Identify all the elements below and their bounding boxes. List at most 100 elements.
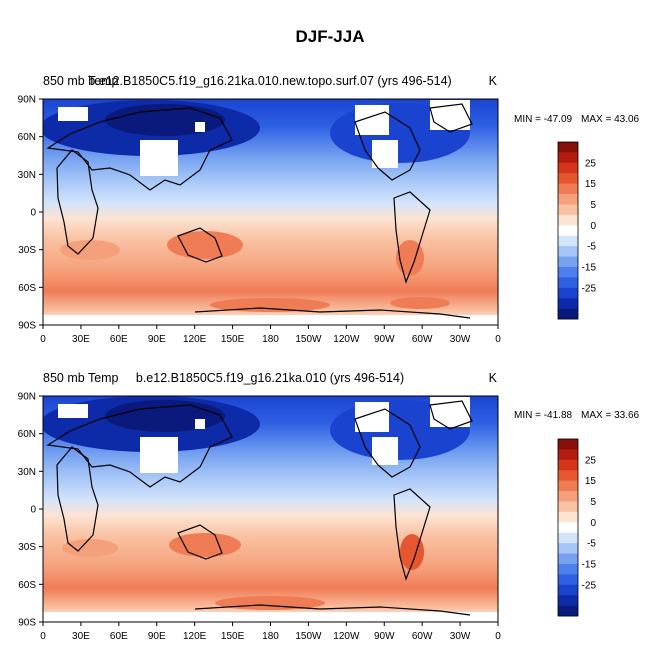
colorbar-label: 0 bbox=[590, 221, 596, 232]
x-tick-label: 90W bbox=[374, 631, 395, 642]
colorbar-swatch bbox=[558, 459, 578, 471]
colorbar-swatch bbox=[558, 470, 578, 481]
x-tick-label: 0 bbox=[495, 631, 501, 642]
colorbar-label: 25 bbox=[585, 455, 597, 466]
y-tick-label: 30N bbox=[18, 467, 36, 478]
x-tick-label: 60W bbox=[412, 334, 433, 345]
x-tick-label: 150W bbox=[295, 334, 322, 345]
x-tick-label: 0 bbox=[40, 631, 46, 642]
y-tick-label: 90S bbox=[18, 321, 36, 332]
colorbar-swatch bbox=[558, 162, 578, 174]
colorbar-swatch bbox=[558, 605, 578, 617]
colorbar-swatch bbox=[558, 152, 578, 164]
colorbar-label: -25 bbox=[582, 283, 597, 294]
coastlines-2 bbox=[46, 400, 473, 616]
colorbar-swatch bbox=[558, 194, 578, 205]
x-tick-label: 30W bbox=[450, 631, 471, 642]
colorbar-swatch bbox=[558, 308, 578, 320]
colorbar-frame bbox=[557, 141, 579, 320]
x-tick-label: 90W bbox=[374, 334, 395, 345]
colorbar-swatch bbox=[558, 584, 578, 596]
y-tick-label: 60S bbox=[18, 580, 36, 591]
colorbar-swatch bbox=[558, 142, 578, 153]
colorbar-swatch bbox=[558, 501, 578, 513]
x-axis-2: 0 30E 60E 90E 120E 150E 180 150W 120W 90W 60W 30W 0 bbox=[40, 622, 501, 642]
colorbar-2: 25 15 5 0 -5 -15 -25 bbox=[557, 438, 597, 617]
colorbar-swatch bbox=[558, 522, 578, 534]
y-tick-label: 90N bbox=[18, 95, 36, 106]
y-tick-label: 90S bbox=[18, 618, 36, 629]
colorbar-swatch bbox=[558, 511, 578, 523]
x-tick-label: 90E bbox=[148, 334, 166, 345]
panel-1-center-title: b.e12.B1850C5.f19_g16.21ka.010.new.topo.… bbox=[88, 74, 451, 88]
x-tick-label: 90E bbox=[148, 631, 166, 642]
x-tick-label: 60E bbox=[110, 631, 128, 642]
figure-title: DJF-JJA bbox=[296, 27, 365, 46]
x-tick-label: 60E bbox=[110, 334, 128, 345]
coastlines-1 bbox=[46, 103, 473, 319]
y-tick-label: 60N bbox=[18, 132, 36, 143]
y-tick-label: 30S bbox=[18, 245, 36, 256]
colorbar-swatch bbox=[558, 225, 578, 237]
x-tick-label: 0 bbox=[40, 334, 46, 345]
colorbar-label: 25 bbox=[585, 158, 597, 169]
colorbar-swatch bbox=[558, 449, 578, 461]
panel-2-min-label: MIN = -41.88 bbox=[514, 410, 573, 421]
x-tick-label: 120W bbox=[333, 631, 360, 642]
colorbar-label: 5 bbox=[590, 497, 596, 508]
y-tick-label: 90N bbox=[18, 392, 36, 403]
x-tick-label: 120W bbox=[333, 334, 360, 345]
panel-2-left-title: 850 mb Temp bbox=[43, 371, 119, 385]
colorbar-swatch bbox=[558, 543, 578, 554]
colorbar-swatch bbox=[558, 173, 578, 184]
colorbar-swatch bbox=[558, 246, 578, 257]
y-axis-2: 90N 60N 30N 0 30S 60S 90S bbox=[18, 392, 43, 629]
x-tick-label: 60W bbox=[412, 631, 433, 642]
colorbar-swatch bbox=[558, 532, 578, 544]
x-tick-label: 30W bbox=[450, 334, 471, 345]
map-panel-2: 0 30E 60E 90E 120E 150E 180 150W 120W 90W 60W 30W 0 … bbox=[18, 371, 640, 642]
x-tick-label: 150E bbox=[221, 334, 245, 345]
colorbar-swatch bbox=[558, 287, 578, 299]
colorbar-swatch bbox=[558, 563, 578, 575]
x-tick-label: 150E bbox=[221, 631, 245, 642]
colorbar-label: 0 bbox=[590, 518, 596, 529]
colorbar-swatch bbox=[558, 574, 578, 586]
colorbar-label: 5 bbox=[590, 200, 596, 211]
colorbar-swatch bbox=[558, 204, 578, 216]
y-tick-label: 30N bbox=[18, 170, 36, 181]
x-tick-label: 180 bbox=[262, 334, 279, 345]
map-panel-1: 0 30E 60E 90E 120E 150E 180 150W 120W 90W 60W 30W 0 … bbox=[18, 74, 640, 345]
panel-2-center-title: b.e12.B1850C5.f19_g16.21ka.010 (yrs 496-… bbox=[136, 371, 404, 385]
colorbar-swatch bbox=[558, 439, 578, 450]
colorbar-swatch bbox=[558, 183, 578, 195]
x-tick-label: 150W bbox=[295, 631, 322, 642]
panel-1-min-label: MIN = -47.09 bbox=[514, 114, 573, 125]
x-axis-1: 0 30E 60E 90E 120E 150E 180 150W 120W 90W 60W 30W 0 bbox=[40, 325, 501, 345]
panel-1-max-label: MAX = 43.06 bbox=[581, 114, 640, 125]
colorbar-1: 25 15 5 0 -5 -15 -25 bbox=[557, 141, 597, 320]
x-tick-label: 30E bbox=[72, 631, 90, 642]
colorbar-swatch bbox=[558, 595, 578, 606]
y-tick-label: 0 bbox=[30, 505, 36, 516]
x-tick-label: 120E bbox=[183, 631, 207, 642]
y-axis-1: 90N 60N 30N 0 30S 60S 90S bbox=[18, 95, 43, 332]
colorbar-label: -15 bbox=[582, 559, 597, 570]
x-tick-label: 180 bbox=[262, 631, 279, 642]
colorbar-swatch bbox=[558, 277, 578, 289]
y-tick-label: 30S bbox=[18, 542, 36, 553]
colorbar-swatch bbox=[558, 235, 578, 247]
colorbar-label: -15 bbox=[582, 262, 597, 273]
x-tick-label: 0 bbox=[495, 334, 501, 345]
colorbar-swatch bbox=[558, 256, 578, 268]
colorbar-label: -25 bbox=[582, 580, 597, 591]
colorbar-frame bbox=[557, 438, 579, 617]
panel-1-units: K bbox=[489, 74, 498, 88]
x-tick-label: 30E bbox=[72, 334, 90, 345]
colorbar-swatch bbox=[558, 214, 578, 226]
colorbar-swatch bbox=[558, 491, 578, 502]
x-tick-label: 120E bbox=[183, 334, 207, 345]
temperature-field-2 bbox=[43, 396, 498, 622]
colorbar-swatch bbox=[558, 480, 578, 492]
